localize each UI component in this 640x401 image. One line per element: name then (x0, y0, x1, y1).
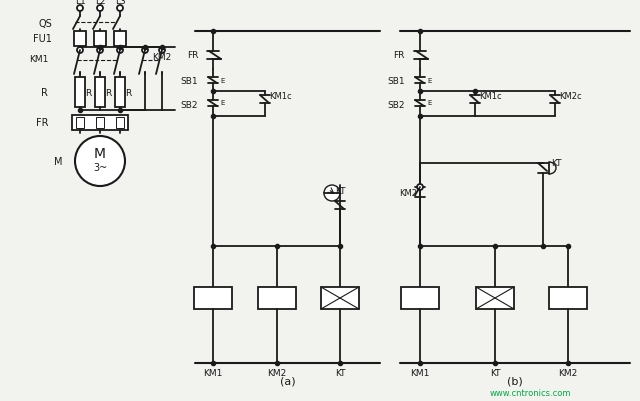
Text: (b): (b) (507, 376, 523, 386)
Circle shape (77, 6, 83, 12)
Text: KM1: KM1 (204, 369, 223, 378)
Text: KT: KT (335, 369, 345, 378)
Circle shape (117, 6, 123, 12)
Text: SB1: SB1 (180, 77, 198, 86)
Bar (258, 287, 296, 309)
Text: SB2: SB2 (387, 100, 405, 109)
Text: KM2: KM2 (558, 369, 578, 378)
Text: L3: L3 (115, 0, 125, 6)
Bar (115, 78, 125, 108)
Text: KM1c: KM1c (269, 92, 292, 101)
Text: KT: KT (490, 369, 500, 378)
Text: SB2: SB2 (180, 100, 198, 109)
Text: KT: KT (551, 159, 561, 168)
Text: M: M (54, 157, 62, 166)
Text: FR: FR (187, 51, 198, 60)
Text: FU1: FU1 (33, 34, 52, 45)
Text: KM1: KM1 (410, 369, 429, 378)
Text: E: E (427, 78, 431, 84)
Text: www.cntronics.com: www.cntronics.com (489, 389, 571, 397)
Bar (476, 287, 514, 309)
Circle shape (417, 184, 423, 190)
Bar (72, 116, 128, 131)
Circle shape (324, 186, 340, 201)
Circle shape (97, 6, 103, 12)
Text: L1: L1 (75, 0, 85, 6)
Text: E: E (220, 100, 225, 106)
Text: FR: FR (35, 118, 48, 128)
Text: KM1c: KM1c (479, 92, 502, 101)
Bar (114, 32, 126, 47)
Text: E: E (220, 78, 225, 84)
Circle shape (117, 48, 123, 54)
Circle shape (77, 48, 83, 54)
Bar (401, 287, 439, 309)
Text: R: R (41, 88, 48, 98)
Bar (76, 118, 84, 129)
Text: KT: KT (335, 187, 346, 196)
Circle shape (97, 48, 103, 54)
Text: E: E (427, 100, 431, 106)
Bar (96, 118, 104, 129)
Circle shape (75, 137, 125, 186)
Text: R: R (105, 88, 111, 97)
Circle shape (159, 48, 165, 54)
Text: L2: L2 (95, 0, 106, 6)
Bar (94, 32, 106, 47)
Text: R: R (125, 88, 131, 97)
Bar (194, 287, 232, 309)
Text: R: R (85, 88, 91, 97)
Text: (a): (a) (280, 376, 295, 386)
Bar (95, 78, 105, 108)
Text: 3~: 3~ (93, 162, 107, 172)
Bar (74, 32, 86, 47)
Text: KM2c: KM2c (559, 92, 582, 101)
Text: M: M (94, 147, 106, 160)
Bar (116, 118, 124, 129)
Bar (549, 287, 587, 309)
Text: KM1: KM1 (29, 55, 48, 63)
Bar (75, 78, 85, 108)
Circle shape (142, 48, 148, 54)
Text: KM2: KM2 (268, 369, 287, 378)
Text: QS: QS (38, 19, 52, 29)
Text: KM2: KM2 (399, 189, 417, 198)
Text: SB1: SB1 (387, 77, 405, 86)
Text: KM2: KM2 (152, 53, 172, 61)
Bar (321, 287, 359, 309)
Text: FR: FR (394, 51, 405, 60)
